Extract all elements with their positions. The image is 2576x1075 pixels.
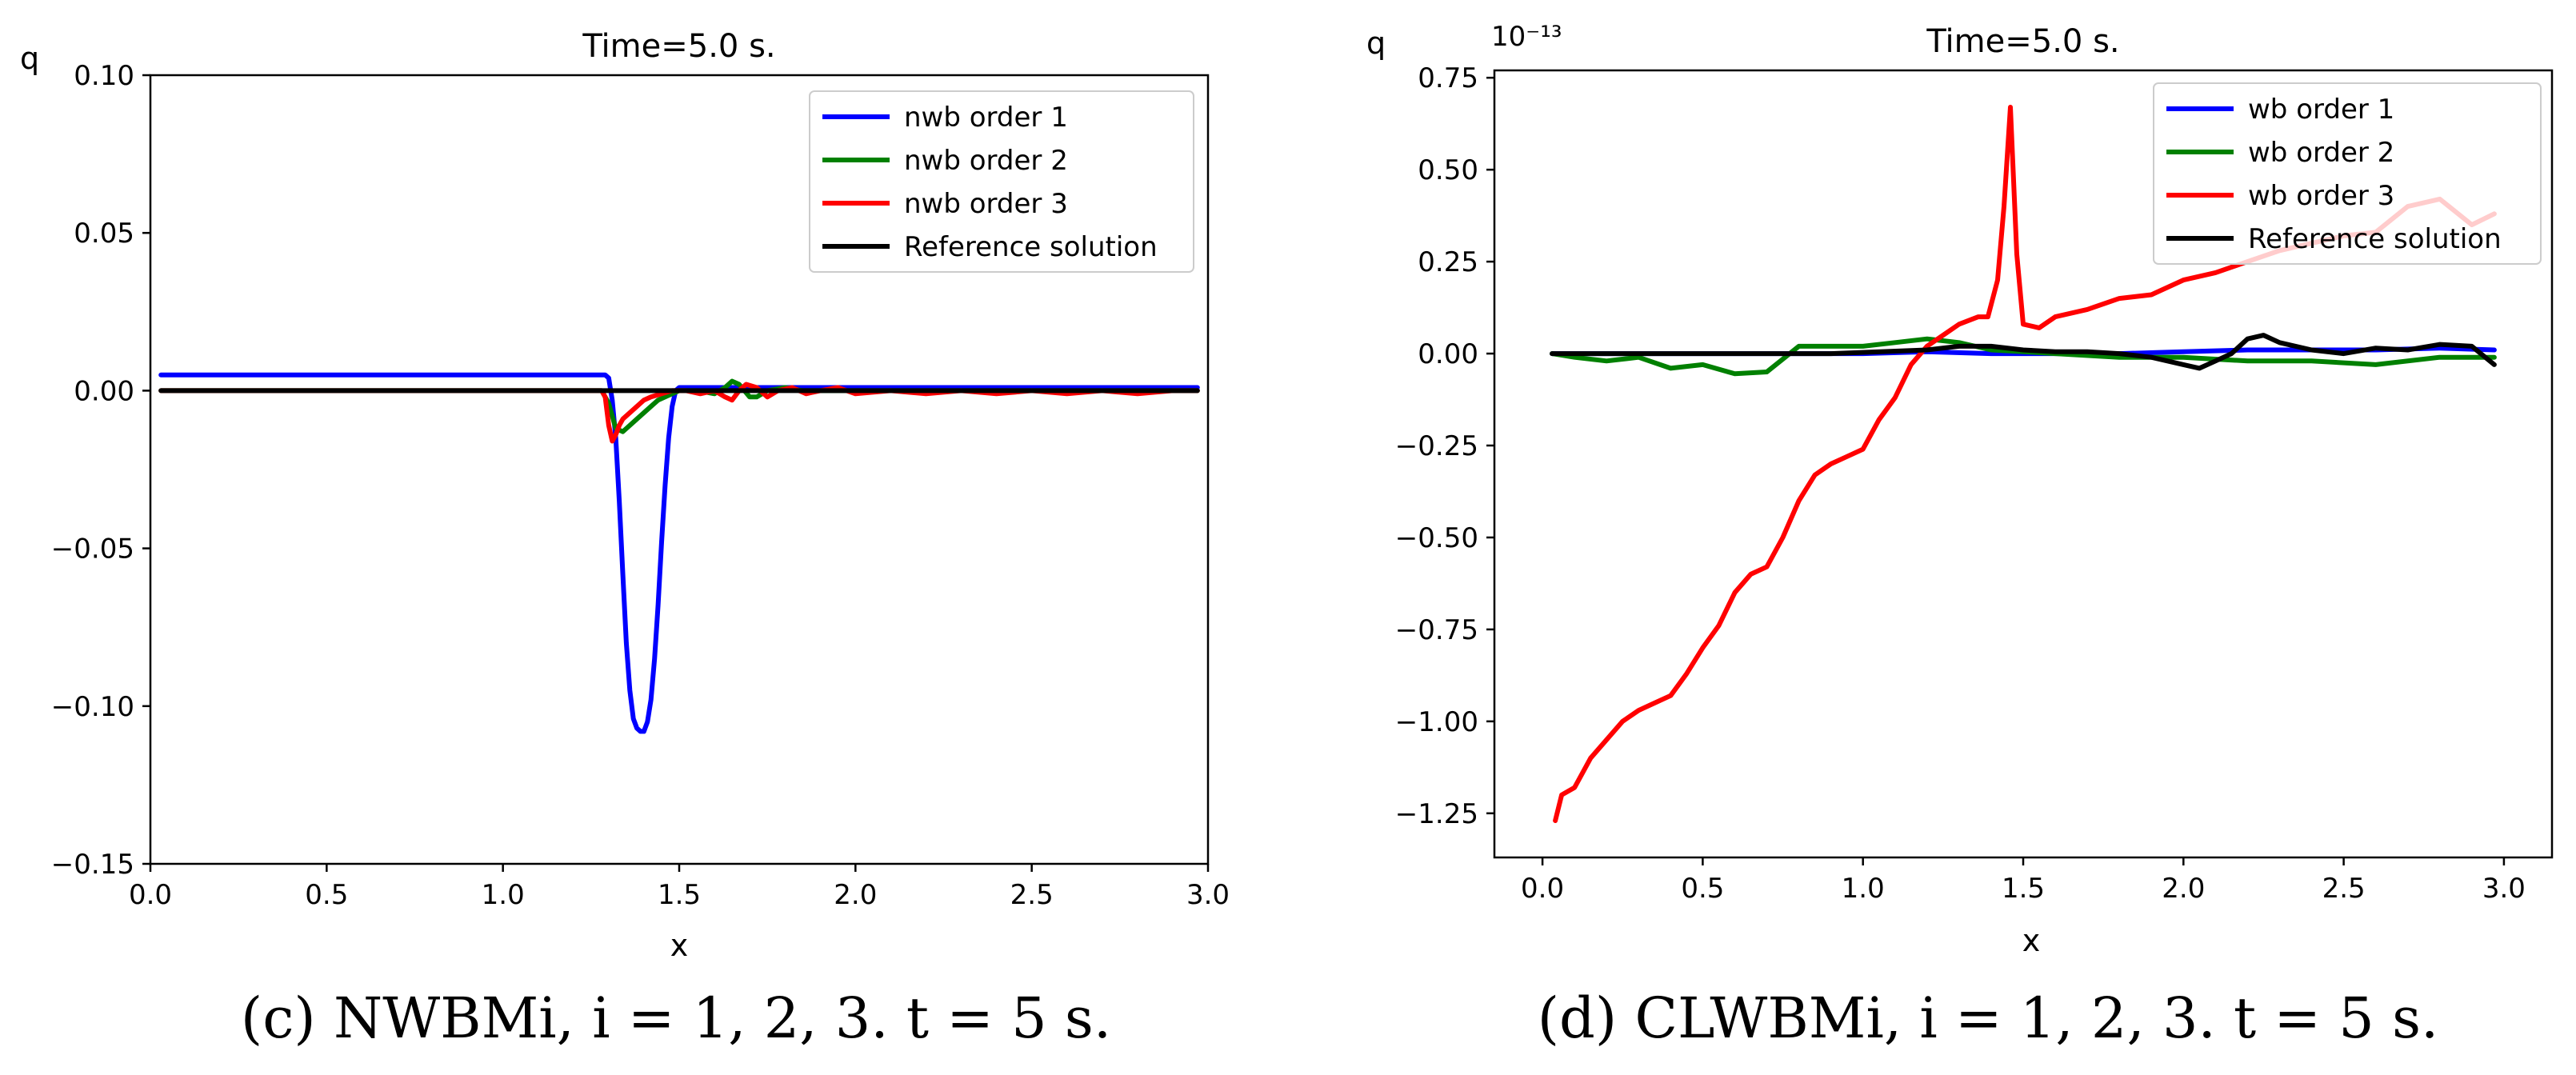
- chartd-xtick-label: 1.0: [1842, 873, 1885, 905]
- chartd-xtick-label: 0.5: [1681, 873, 1724, 905]
- chartd-ytick-label: 0.75: [1418, 62, 1478, 94]
- caption-d-text: CLWBMi, i = 1, 2, 3. t = 5 s.: [1634, 985, 2439, 1051]
- chartd-xtick-label: 1.5: [2002, 873, 2045, 905]
- chartc-ytick-label: 0.10: [74, 60, 134, 92]
- chartc-legend-label-3: nwb order 3: [904, 188, 1068, 220]
- chartd-ytick-label: 0.50: [1418, 154, 1478, 186]
- caption-c-label: (c): [240, 985, 316, 1051]
- chartc-legend-label-1: nwb order 1: [904, 102, 1068, 134]
- chartc-xtick-label: 1.0: [482, 879, 525, 911]
- chartd-ytick-label: −1.25: [1395, 798, 1478, 830]
- chartd-legend-label-1: wb order 1: [2248, 94, 2394, 126]
- chartd-ytick-label: 0.25: [1418, 246, 1478, 278]
- chartd-ytick-label: −0.75: [1395, 614, 1478, 646]
- chartc-ylabel: q: [20, 41, 39, 76]
- chartc-ytick-label: −0.15: [51, 849, 134, 881]
- chartc-series-line-1: [158, 372, 1200, 734]
- chartd-xlabel: x: [2022, 923, 2041, 958]
- chartd-title: Time=5.0 s.: [1926, 23, 2119, 60]
- chartd-legend-label-2: wb order 2: [2248, 137, 2394, 169]
- chartc-xlabel: x: [670, 928, 689, 963]
- caption-d: (d) CLWBMi, i = 1, 2, 3. t = 5 s.: [1264, 985, 2576, 1057]
- chartd-xtick-label: 2.0: [2162, 873, 2205, 905]
- chartd-legend-label-3: wb order 3: [2248, 180, 2394, 212]
- chartc-ytick-label: 0.05: [74, 218, 134, 250]
- chartd-ylabel: q: [1366, 26, 1386, 61]
- chartd-series-line-2: [1550, 336, 2497, 377]
- chartd-ytick-label: −1.00: [1395, 706, 1478, 738]
- chartc-ytick-label: 0.00: [74, 375, 134, 407]
- chartd-ytick-label: −0.25: [1395, 430, 1478, 462]
- chartd-xtick-label: 2.5: [2322, 873, 2366, 905]
- chartd-series-line-3: [1553, 105, 2497, 823]
- chartc-legend-label-4: Reference solution: [904, 231, 1158, 263]
- chartc-legend-label-2: nwb order 2: [904, 145, 1068, 177]
- chartd-ytick-label: 0.00: [1418, 338, 1478, 370]
- chartd-series-line-4: [1550, 333, 2497, 371]
- chartc-xtick-label: 0.0: [129, 879, 172, 911]
- chartd-xtick-label: 0.0: [1521, 873, 1564, 905]
- chart-d: 0.0 0.5 1.0 1.5 2.0 2.5 3.0 −1.25 −1.00 −0.75 −0.5…: [1366, 21, 2554, 958]
- chart-c: 0.0 0.5 1.0 1.5 2.0 2.5 3.0 −0.15 −0.10 −0.05 0.00…: [20, 28, 1230, 963]
- chartd-legend-box: [2153, 82, 2542, 265]
- caption-c: (c) NWBMi, i = 1, 2, 3. t = 5 s.: [0, 985, 1352, 1057]
- chartd-legend-label-4: Reference solution: [2248, 223, 2502, 255]
- chartc-ytick-label: −0.10: [51, 691, 134, 723]
- chartc-xtick-label: 2.0: [834, 879, 877, 911]
- chartc-xtick-label: 1.5: [658, 879, 701, 911]
- chartd-xtick-label: 3.0: [2482, 873, 2526, 905]
- chartc-title: Time=5.0 s.: [582, 28, 775, 65]
- caption-c-text: NWBMi, i = 1, 2, 3. t = 5 s.: [333, 985, 1112, 1051]
- chartc-xtick-label: 0.5: [305, 879, 348, 911]
- chartc-xtick-label: 3.0: [1186, 879, 1230, 911]
- caption-d-label: (d): [1537, 985, 1618, 1051]
- chartd-ytick-label: −0.50: [1395, 522, 1478, 554]
- chartc-xtick-label: 2.5: [1010, 879, 1054, 911]
- chartc-ytick-label: −0.05: [51, 534, 134, 565]
- chartd-exponent-label: 10⁻¹³: [1491, 21, 1562, 53]
- chartc-legend-box: [809, 90, 1194, 273]
